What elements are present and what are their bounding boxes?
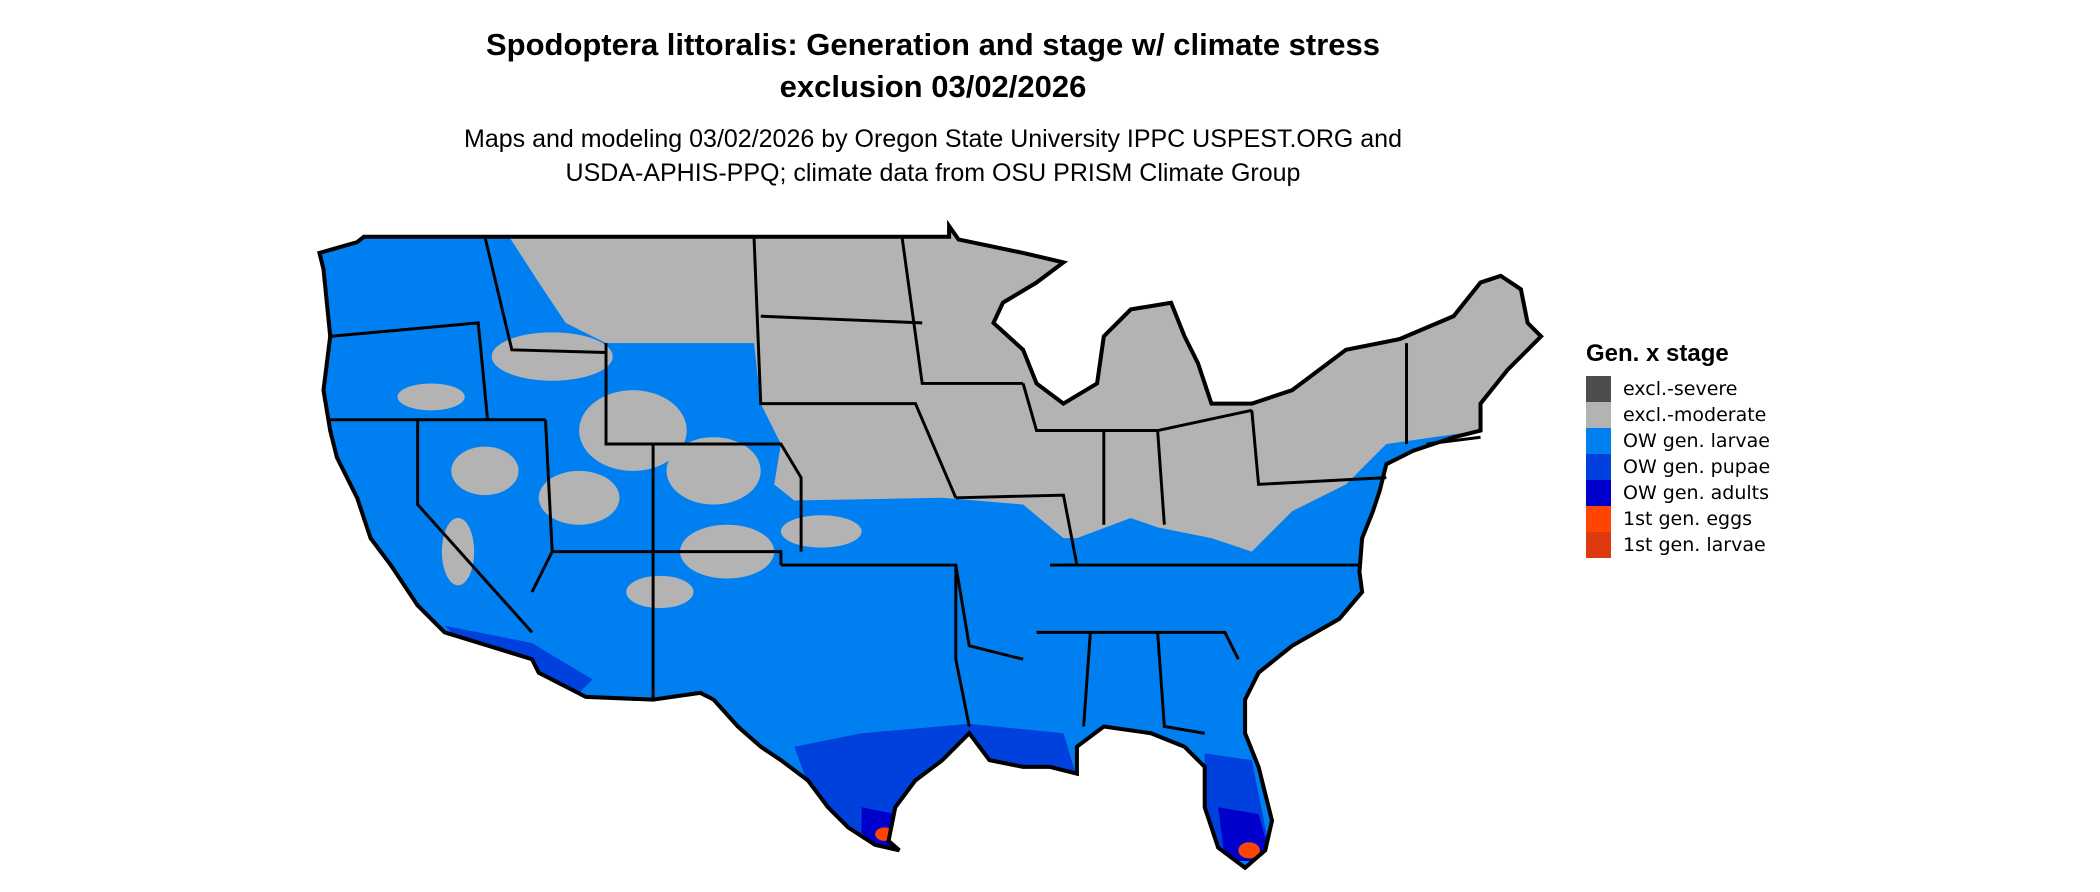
subtitle-line-1: Maps and modeling 03/02/2026 by Oregon S…: [464, 125, 1402, 153]
legend-swatch: [1586, 402, 1611, 428]
legend-label: 1st gen. larvae: [1623, 534, 1766, 556]
map-title: Spodoptera littoralis: Generation and st…: [333, 24, 1533, 108]
legend-item: excl.-moderate: [1586, 402, 1770, 428]
legend-item: 1st gen. eggs: [1586, 506, 1770, 532]
legend-swatch: [1586, 428, 1611, 454]
legend-item: OW gen. adults: [1586, 480, 1770, 506]
legend-label: excl.-severe: [1623, 378, 1738, 400]
legend-swatch: [1586, 532, 1611, 558]
subtitle-line-2: USDA-APHIS-PPQ; climate data from OSU PR…: [565, 159, 1301, 187]
legend-label: OW gen. larvae: [1623, 430, 1770, 452]
legend-item: excl.-severe: [1586, 376, 1770, 402]
title-line-2: exclusion 03/02/2026: [779, 69, 1087, 104]
title-line-1: Spodoptera littoralis: Generation and st…: [485, 27, 1381, 62]
legend-item: 1st gen. larvae: [1586, 532, 1770, 558]
region-excl-moderate-west: [397, 332, 862, 609]
legend-swatch: [1586, 376, 1611, 402]
state-borders: [330, 236, 1481, 735]
map-subtitle: Maps and modeling 03/02/2026 by Oregon S…: [333, 122, 1533, 190]
legend-title: Gen. x stage: [1586, 340, 1729, 367]
legend-item: OW gen. larvae: [1586, 428, 1770, 454]
legend-swatch: [1586, 480, 1611, 506]
map-legend: Gen. x stage excl.-severe excl.-moderate O…: [1586, 340, 1770, 558]
legend-label: 1st gen. eggs: [1623, 508, 1753, 530]
region-1st-gen-eggs: [875, 827, 1260, 859]
legend-swatch: [1586, 506, 1611, 532]
legend-swatch: [1586, 454, 1611, 480]
legend-label: OW gen. adults: [1623, 482, 1770, 504]
legend-item: OW gen. pupae: [1586, 454, 1770, 480]
legend-label: excl.-moderate: [1623, 404, 1767, 426]
legend-label: OW gen. pupae: [1623, 456, 1771, 478]
